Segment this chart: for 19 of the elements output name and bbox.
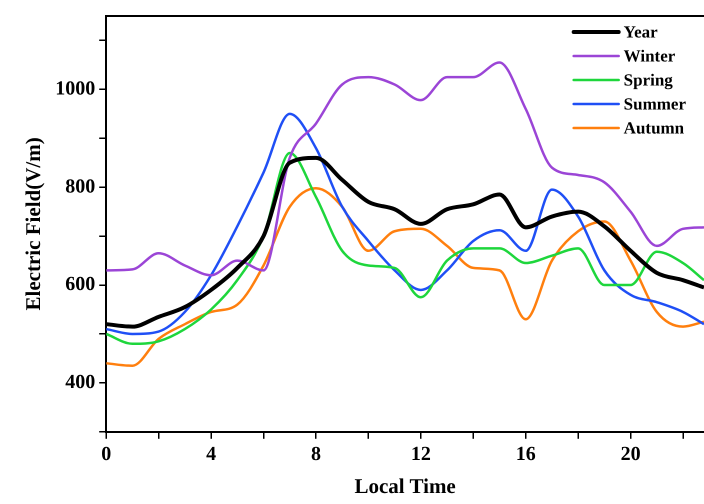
line-series bbox=[106, 112, 704, 336]
y-tick-label: 1000 bbox=[55, 78, 96, 100]
x-tick-label: 12 bbox=[410, 442, 431, 465]
legend-label: Winter bbox=[624, 46, 676, 66]
legend-label: Spring bbox=[624, 70, 674, 90]
x-tick-label: 4 bbox=[206, 442, 216, 465]
x-axis-title: Local Time bbox=[354, 474, 456, 498]
legend-label: Summer bbox=[624, 94, 686, 114]
x-tick-label: 20 bbox=[620, 442, 641, 465]
line-series bbox=[106, 61, 704, 277]
legend-label: Autumn bbox=[624, 118, 685, 138]
x-tick-label: 16 bbox=[516, 442, 536, 465]
y-axis-title: Electric Field(V/m) bbox=[21, 137, 46, 310]
x-tick-label: 8 bbox=[310, 442, 321, 465]
x-tick-label: 0 bbox=[101, 442, 112, 465]
legend-label: Year bbox=[624, 22, 658, 42]
y-tick-label: 600 bbox=[65, 273, 96, 296]
y-tick-label: 400 bbox=[65, 371, 96, 394]
y-tick-label: 800 bbox=[65, 175, 96, 198]
